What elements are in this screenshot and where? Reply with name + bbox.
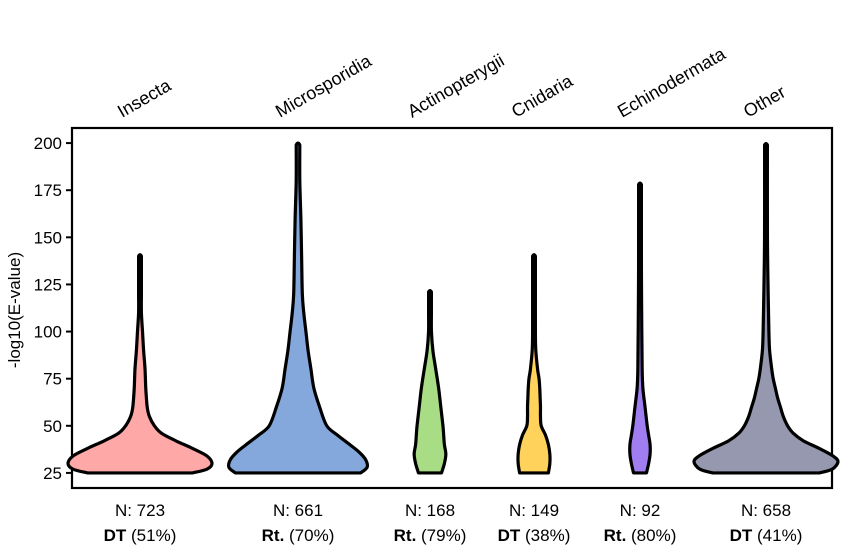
n-count-label: N: 168	[405, 501, 455, 520]
y-tick-label: 25	[43, 464, 62, 483]
category-label: Actinopterygii	[404, 50, 508, 121]
plot-frame	[70, 126, 834, 490]
method-percent: (41%)	[752, 526, 802, 545]
y-axis-label: -log10(E-value)	[5, 252, 24, 368]
method-label: Rt. (80%)	[604, 526, 677, 545]
method-name: Rt.	[394, 526, 417, 545]
category-label: Microsporidia	[272, 50, 376, 121]
method-percent: (80%)	[626, 526, 676, 545]
category-label: Echinodermata	[614, 43, 730, 121]
method-label: Rt. (79%)	[394, 526, 467, 545]
method-name: DT	[730, 526, 753, 545]
violin-other	[692, 142, 840, 475]
category-label: Cnidaria	[508, 70, 577, 121]
violin-microsporidia	[226, 141, 370, 475]
violin-echinodermata	[628, 181, 652, 475]
n-count-label: N: 661	[273, 501, 323, 520]
y-tick-label: 50	[43, 417, 62, 436]
violin-actinopterygii	[412, 289, 448, 475]
method-label: Rt. (70%)	[262, 526, 335, 545]
method-percent: (38%)	[520, 526, 570, 545]
n-count-label: N: 149	[509, 501, 559, 520]
method-label: DT (38%)	[498, 526, 571, 545]
y-tick-label: 200	[34, 134, 62, 153]
violin-cnidaria	[516, 253, 552, 475]
y-tick-label: 100	[34, 323, 62, 342]
method-name: DT	[498, 526, 521, 545]
n-count-label: N: 92	[620, 501, 661, 520]
method-name: Rt.	[262, 526, 285, 545]
y-tick-label: 125	[34, 275, 62, 294]
method-percent: (70%)	[284, 526, 334, 545]
method-name: Rt.	[604, 526, 627, 545]
n-count-label: N: 658	[741, 501, 791, 520]
y-tick-label: 175	[34, 181, 62, 200]
category-label: Insecta	[114, 75, 175, 122]
method-label: DT (51%)	[104, 526, 177, 545]
violin-insecta	[66, 253, 214, 475]
y-tick-label: 75	[43, 370, 62, 389]
n-count-label: N: 723	[115, 501, 165, 520]
y-tick-label: 150	[34, 228, 62, 247]
method-percent: (51%)	[126, 526, 176, 545]
method-percent: (79%)	[416, 526, 466, 545]
method-name: DT	[104, 526, 127, 545]
category-label: Other	[740, 82, 789, 122]
method-label: DT (41%)	[730, 526, 803, 545]
